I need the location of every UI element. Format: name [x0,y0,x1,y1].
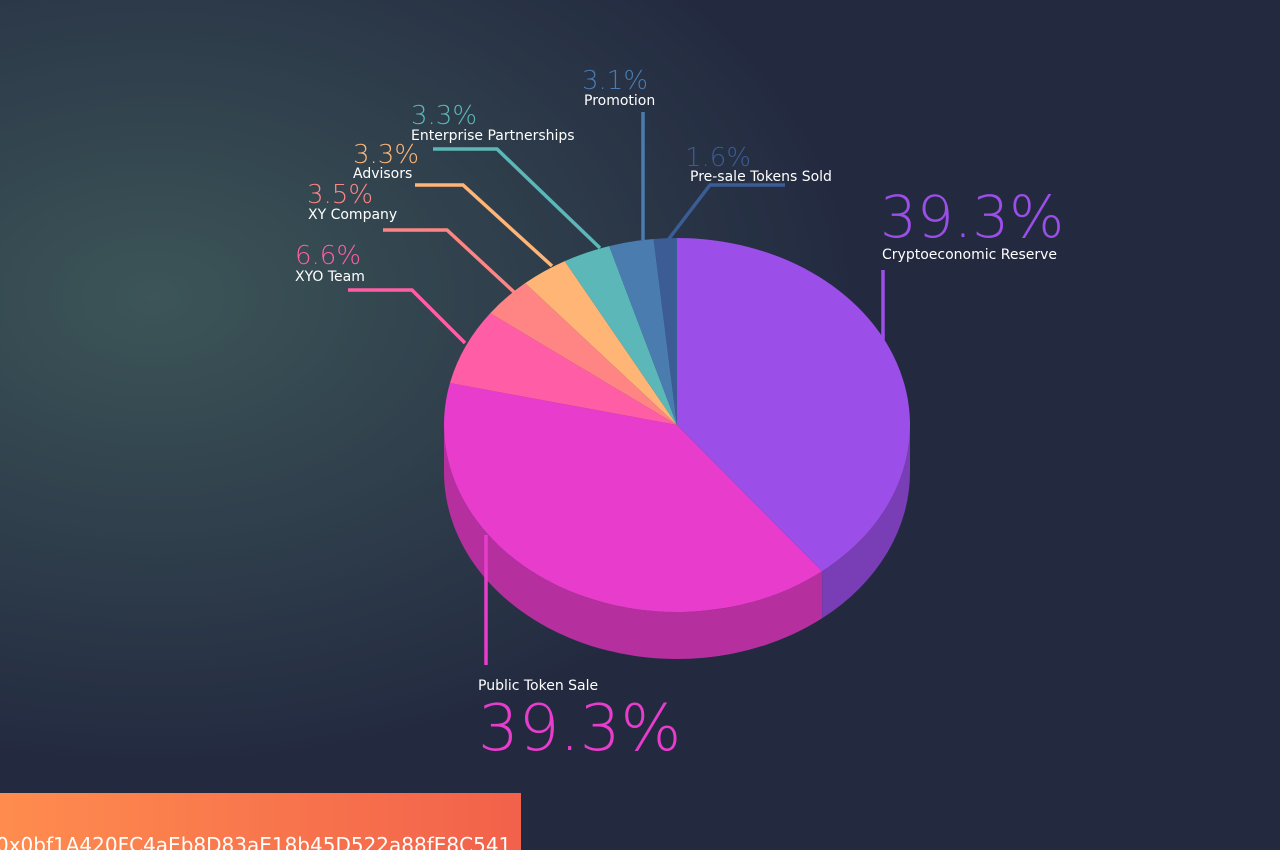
category-label: XYO Team [295,269,365,285]
slice [490,283,677,425]
slice [609,238,677,425]
value-label: 3.3% [353,140,419,170]
slice-side [444,425,823,659]
slice [444,383,823,612]
value-label: 39.3% [880,183,1064,251]
pie [444,238,911,659]
category-label: Pre-sale Tokens Sold [690,169,832,185]
slice [677,238,911,572]
leader-line [415,183,554,268]
category-label: Enterprise Partnerships [411,128,575,144]
category-label: Cryptoeconomic Reserve [882,247,1057,263]
slice [564,246,677,425]
category-label: XY Company [308,207,397,223]
slice [525,261,677,425]
leader-line [433,147,602,250]
leader-line [348,288,467,345]
value-label: 3.5% [307,180,373,210]
slice [449,313,677,425]
value-label: 3.3% [411,101,477,131]
slice [653,238,677,425]
leader-line [383,228,516,294]
category-label: Promotion [584,93,655,109]
category-label: Advisors [353,166,412,182]
slice-side [822,425,910,619]
value-label: 1.6% [685,143,751,173]
leader-line [666,183,785,242]
footer-address: 0x0bf1A420FC4aEb8D83aE18b45D522a88fE8C54… [0,833,511,850]
value-label: 3.1% [582,66,648,96]
value-label: 39.3% [478,692,681,766]
footer-banner [0,793,521,850]
value-label: 6.6% [295,241,361,271]
category-label: Public Token Sale [478,678,598,694]
